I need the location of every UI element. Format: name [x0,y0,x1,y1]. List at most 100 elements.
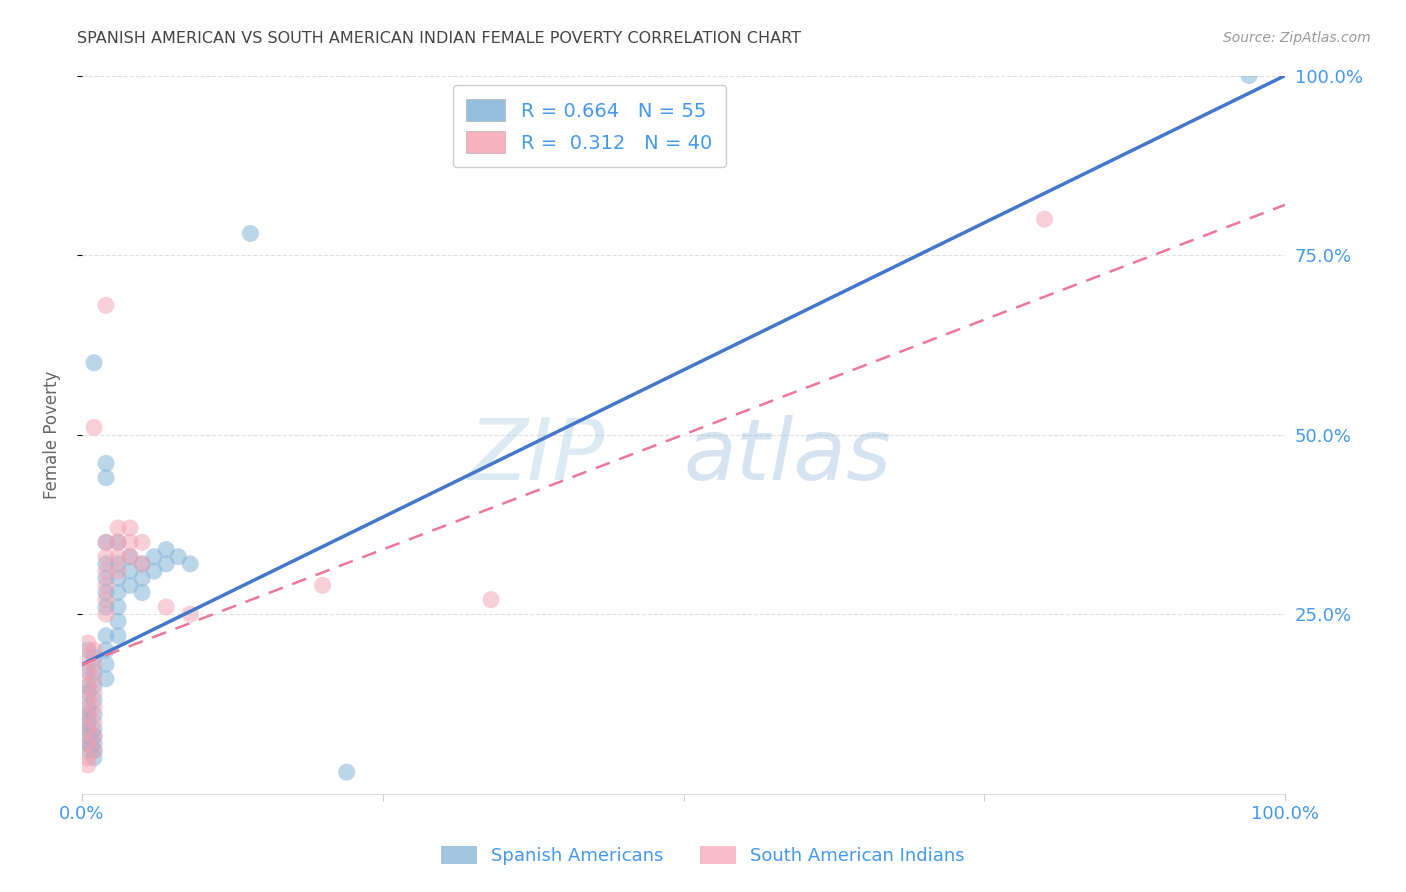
Point [83,420,105,434]
Point [131,585,153,599]
Point [120,549,142,564]
Point [77,714,100,729]
Text: atlas: atlas [683,415,891,498]
Point [77,743,100,757]
Point [94,657,117,672]
Point [83,665,105,679]
Point [143,549,166,564]
Point [77,650,100,665]
Point [479,592,502,607]
Text: Source: ZipAtlas.com: Source: ZipAtlas.com [1223,31,1371,45]
Point [131,557,153,571]
Point [83,729,105,743]
Point [83,700,105,714]
Point [94,585,117,599]
Point [77,665,100,679]
Point [77,643,100,657]
Point [77,729,100,743]
Point [155,542,177,557]
Point [77,679,100,693]
Point [83,686,105,700]
Point [83,751,105,765]
Point [83,743,105,757]
Point [77,636,100,650]
Point [131,557,153,571]
Point [94,672,117,686]
Point [94,471,117,485]
Point [77,707,100,722]
Point [83,679,105,693]
Point [77,751,100,765]
Point [107,615,129,629]
Point [83,643,105,657]
Point [77,722,100,736]
Point [94,629,117,643]
Point [94,298,117,312]
Point [143,564,166,578]
Point [83,650,105,665]
Point [94,607,117,621]
Point [179,557,201,571]
Point [107,585,129,599]
Point [77,679,100,693]
Point [94,549,117,564]
Point [107,571,129,585]
Point [1237,69,1260,83]
Point [94,456,117,470]
Point [94,571,117,585]
Point [94,535,117,549]
Point [77,665,100,679]
Point [107,535,129,549]
Point [83,736,105,750]
Point [107,521,129,535]
Point [83,672,105,686]
Point [131,535,153,549]
Text: SPANISH AMERICAN VS SOUTH AMERICAN INDIAN FEMALE POVERTY CORRELATION CHART: SPANISH AMERICAN VS SOUTH AMERICAN INDIA… [77,31,801,46]
Point [336,765,359,780]
Point [107,557,129,571]
Point [77,693,100,707]
Point [83,356,105,370]
Point [83,714,105,729]
Point [83,722,105,736]
Point [107,629,129,643]
Point [83,729,105,743]
Point [239,227,262,241]
Y-axis label: Female Poverty: Female Poverty [44,370,60,499]
Point [155,599,177,614]
Point [107,535,129,549]
Point [83,743,105,757]
Point [94,643,117,657]
Point [94,592,117,607]
Point [77,722,100,736]
Point [77,707,100,722]
Point [83,657,105,672]
Point [107,549,129,564]
Legend: R = 0.664   N = 55, R =  0.312   N = 40: R = 0.664 N = 55, R = 0.312 N = 40 [453,86,725,167]
Point [131,571,153,585]
Point [83,693,105,707]
Legend: Spanish Americans, South American Indians: Spanish Americans, South American Indian… [432,837,974,874]
Point [120,578,142,592]
Point [77,758,100,772]
Point [77,700,100,714]
Point [120,564,142,578]
Point [77,686,100,700]
Point [120,535,142,549]
Point [94,578,117,592]
Point [179,607,201,621]
Point [77,736,100,750]
Point [94,599,117,614]
Point [83,707,105,722]
Point [155,557,177,571]
Point [120,549,142,564]
Point [107,599,129,614]
Point [94,564,117,578]
Point [120,521,142,535]
Point [167,549,190,564]
Point [94,535,117,549]
Text: ZIP: ZIP [470,415,606,498]
Point [107,564,129,578]
Point [94,557,117,571]
Point [1033,212,1056,227]
